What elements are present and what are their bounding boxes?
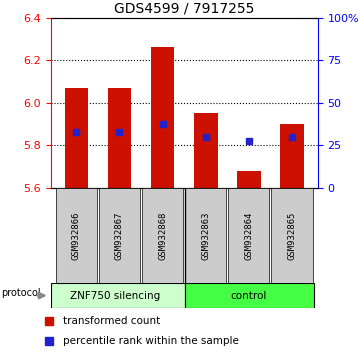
Text: control: control: [231, 291, 267, 301]
Text: GSM932866: GSM932866: [72, 211, 81, 259]
Bar: [185, 283, 314, 308]
Title: GDS4599 / 7917255: GDS4599 / 7917255: [114, 1, 254, 15]
Bar: [271, 188, 313, 283]
Bar: [108, 88, 131, 188]
Bar: [194, 113, 218, 188]
Text: GSM932867: GSM932867: [115, 211, 124, 259]
Bar: [185, 188, 226, 283]
Bar: [51, 283, 185, 308]
Bar: [228, 188, 269, 283]
Text: ZNF750 silencing: ZNF750 silencing: [70, 291, 160, 301]
Text: GSM932868: GSM932868: [158, 211, 167, 259]
Text: percentile rank within the sample: percentile rank within the sample: [63, 336, 239, 346]
Bar: [56, 188, 97, 283]
Text: GSM932865: GSM932865: [287, 211, 296, 259]
Bar: [65, 88, 88, 188]
Text: transformed count: transformed count: [63, 316, 160, 326]
Text: GSM932863: GSM932863: [201, 211, 210, 259]
Text: GSM932864: GSM932864: [244, 211, 253, 259]
Bar: [151, 47, 174, 188]
Bar: [99, 188, 140, 283]
Bar: [142, 188, 183, 283]
Bar: [237, 171, 261, 188]
Bar: [280, 124, 304, 188]
Text: protocol: protocol: [1, 288, 41, 298]
